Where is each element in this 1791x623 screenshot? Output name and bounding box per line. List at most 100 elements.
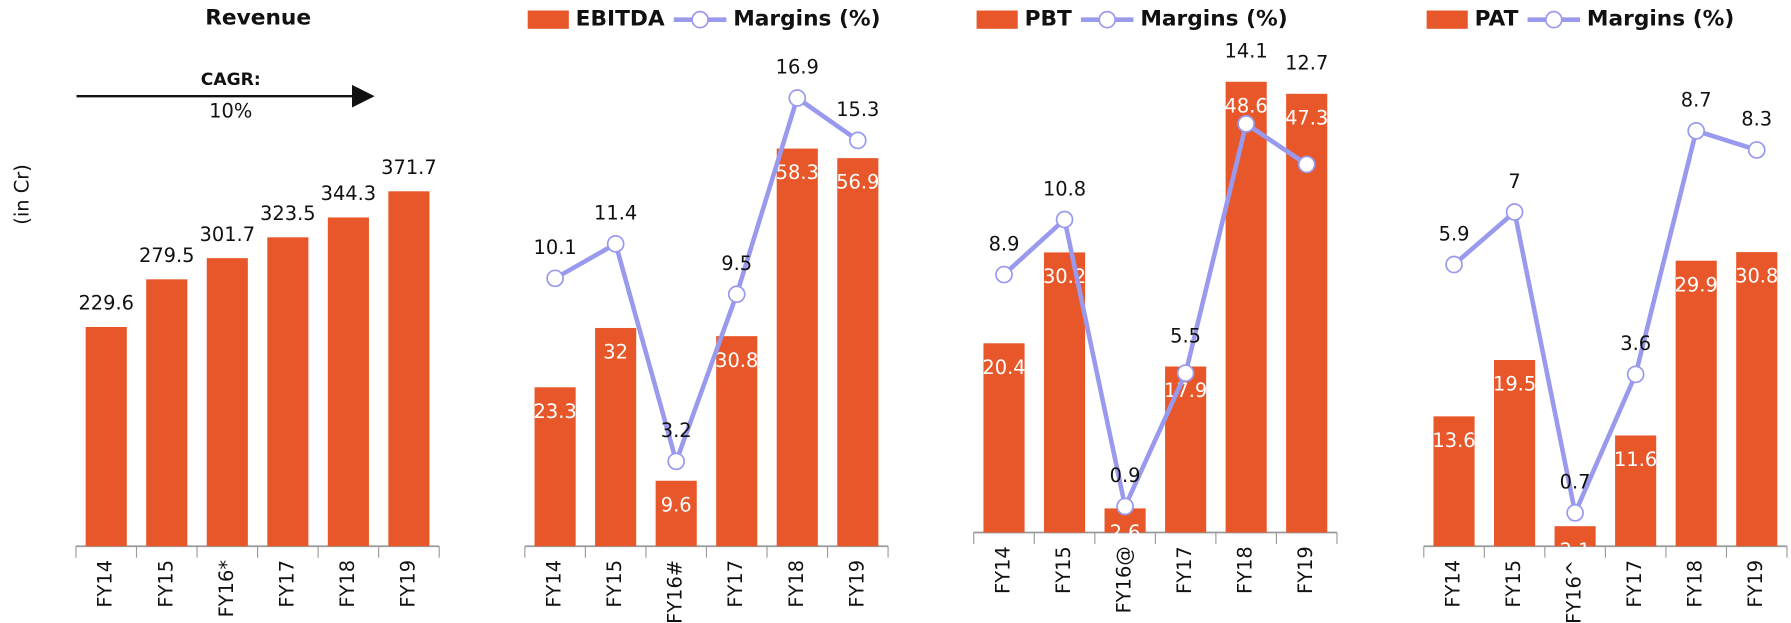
data-label: 30.8 [715,349,758,372]
data-label: 323.5 [260,202,316,225]
data-label: 5.5 [1170,324,1201,347]
x-tick-label: FY18 [336,560,359,608]
data-label: 301.7 [200,223,256,246]
data-label: 20.4 [982,356,1025,379]
bar [1675,260,1717,547]
line-marker [1176,364,1195,382]
bar [837,158,879,547]
data-label: 371.7 [381,156,437,179]
bar [655,480,697,547]
bar [534,387,576,547]
legend-swatch [976,10,1018,29]
bar [327,217,369,547]
data-label: 12.7 [1285,52,1328,75]
bar [595,327,637,547]
line-marker [1566,503,1584,522]
x-tick-label: FY19 [845,560,868,608]
legend-marker [1544,10,1563,29]
cagr-value: 10% [209,100,252,123]
x-tick-label: FY17 [1623,560,1646,608]
x-tick-label: FY14 [1442,560,1465,608]
x-tick-label: FY19 [1744,560,1767,608]
bar [1433,416,1475,547]
data-label: 9.5 [721,252,752,275]
x-tick-label: FY17 [275,560,298,608]
legend-swatch [1426,10,1468,29]
bar [85,326,127,547]
x-tick-label: FY14 [992,546,1015,594]
x-tick-label: FY14 [94,560,117,608]
data-label: 3.2 [661,419,692,442]
line-marker [1055,210,1074,229]
line-marker [788,89,807,107]
legend-label: Margins (%) [733,7,880,32]
line-marker [727,285,746,304]
x-tick-label: FY16# [664,560,687,623]
line-marker [995,265,1013,284]
data-label: 8.3 [1741,108,1772,131]
bar [146,279,188,547]
data-label: 5.9 [1439,222,1470,245]
cagr-label: CAGR: [201,70,261,90]
data-label: 9.6 [661,493,692,516]
data-label: 10.1 [534,236,577,259]
bar [1736,252,1778,547]
bar [1043,252,1086,533]
data-label: 7 [1508,170,1520,193]
x-tick-label: FY16* [215,560,238,618]
data-label: 19.5 [1493,373,1536,396]
data-label: 2.6 [1110,521,1141,544]
bar [267,237,309,547]
x-tick-label: FY15 [154,560,177,608]
line-marker [667,452,686,471]
data-label: 16.9 [776,56,819,79]
line [1452,127,1758,521]
legend-marker [1098,10,1117,29]
data-label: 17.9 [1164,379,1207,402]
legend-label: PBT [1025,7,1072,32]
data-label: 23.3 [534,400,577,423]
y-axis-label: (in Cr) [10,164,33,225]
line-marker [1747,141,1766,159]
data-label: 344.3 [321,182,377,205]
line [553,94,860,469]
data-label: 58.3 [776,161,819,184]
line-marker [546,269,564,288]
data-label: 47.3 [1285,106,1328,129]
legend-marker [691,10,709,29]
bar [206,258,248,547]
data-label: 3.6 [1620,332,1651,355]
data-label: 29.9 [1675,273,1718,296]
x-tick-label: FY17 [1173,546,1196,594]
line-marker [606,234,625,253]
legend-label: PAT [1475,7,1519,32]
bar [1494,360,1536,547]
data-label: 11.4 [594,202,637,225]
x-tick-label: FY14 [543,560,566,608]
bar [716,336,758,547]
legend-label: EBITDA [576,7,665,32]
bar [388,191,430,547]
data-label: 11.6 [1614,448,1657,471]
line-marker [1505,203,1524,221]
x-tick-label: FY16^ [1563,560,1586,623]
data-label: 0.7 [1560,471,1591,494]
data-label: 8.7 [1681,89,1712,112]
bar [1165,366,1207,533]
bar [983,343,1025,533]
bar [1615,435,1657,547]
data-label: 279.5 [139,244,195,267]
x-tick-label: FY18 [1684,560,1707,608]
chart-title: Revenue [205,6,311,31]
line-marker [1687,121,1706,140]
line-marker [1116,497,1134,516]
data-label: 32 [603,341,628,364]
data-label: 2.1 [1560,539,1591,562]
data-label: 13.6 [1432,429,1475,452]
line-marker [1297,155,1316,174]
line [1002,120,1308,514]
line-marker [1626,365,1645,384]
x-tick-label: FY19 [1294,546,1317,594]
legend-label: Margins (%) [1587,7,1734,32]
